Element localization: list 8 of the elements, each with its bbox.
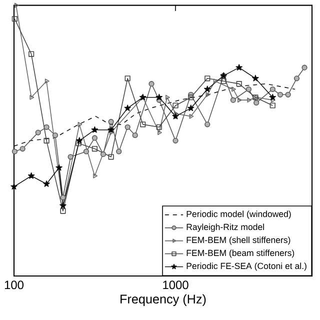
x-axis-title: Frequency (Hz) — [120, 294, 206, 306]
x-tick-label: 100 — [4, 280, 24, 290]
legend-label: Periodic model (windowed) — [186, 210, 291, 219]
x-tick-label: 1000 — [163, 280, 188, 290]
legend-label: Periodic FE-SEA (Cotoni et al.) — [186, 262, 306, 271]
legend-label: FEM-BEM (beam stiffeners) — [186, 250, 294, 258]
legend-label: Rayleigh-Ritz model — [186, 224, 264, 232]
legend-label: FEM-BEM (shell stiffeners) — [186, 236, 290, 245]
